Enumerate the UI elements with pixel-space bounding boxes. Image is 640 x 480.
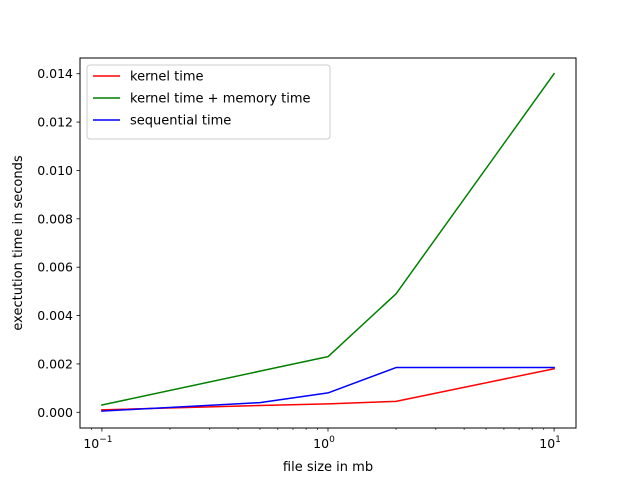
y-tick-label: 0.006 — [37, 260, 73, 275]
y-axis: 0.000 0.002 0.004 0.006 0.008 0.010 0.012 0.014 — [37, 66, 80, 420]
y-tick-label: 0.014 — [37, 66, 73, 81]
x-tick-label: 10−1 — [83, 435, 112, 451]
y-tick-label: 0.008 — [37, 211, 73, 226]
series-line-2 — [101, 366, 555, 412]
legend-box — [86, 64, 331, 140]
legend-label-2: sequential time — [130, 114, 231, 129]
y-tick-label: 0.002 — [37, 356, 73, 371]
series-layer — [101, 72, 556, 412]
y-tick-label: 0.012 — [37, 115, 73, 130]
legend-label-0: kernel time — [130, 70, 204, 85]
y-tick-label: 0.010 — [37, 163, 73, 178]
x-tick-label: 101 — [539, 435, 561, 451]
series-line-1 — [101, 72, 556, 406]
series-line-0 — [101, 367, 555, 411]
y-tick-label: 0.000 — [37, 405, 73, 420]
y-axis-label: exectution time in seconds — [11, 155, 26, 330]
legend: kernel time kernel time + memory time sequ… — [86, 64, 331, 140]
x-axis-label: file size in mb — [283, 460, 373, 475]
legend-label-1: kernel time + memory time — [130, 92, 311, 107]
x-tick-label: 100 — [313, 435, 335, 451]
x-axis: 10−1 100 101 — [83, 428, 561, 451]
y-tick-label: 0.004 — [37, 308, 73, 323]
